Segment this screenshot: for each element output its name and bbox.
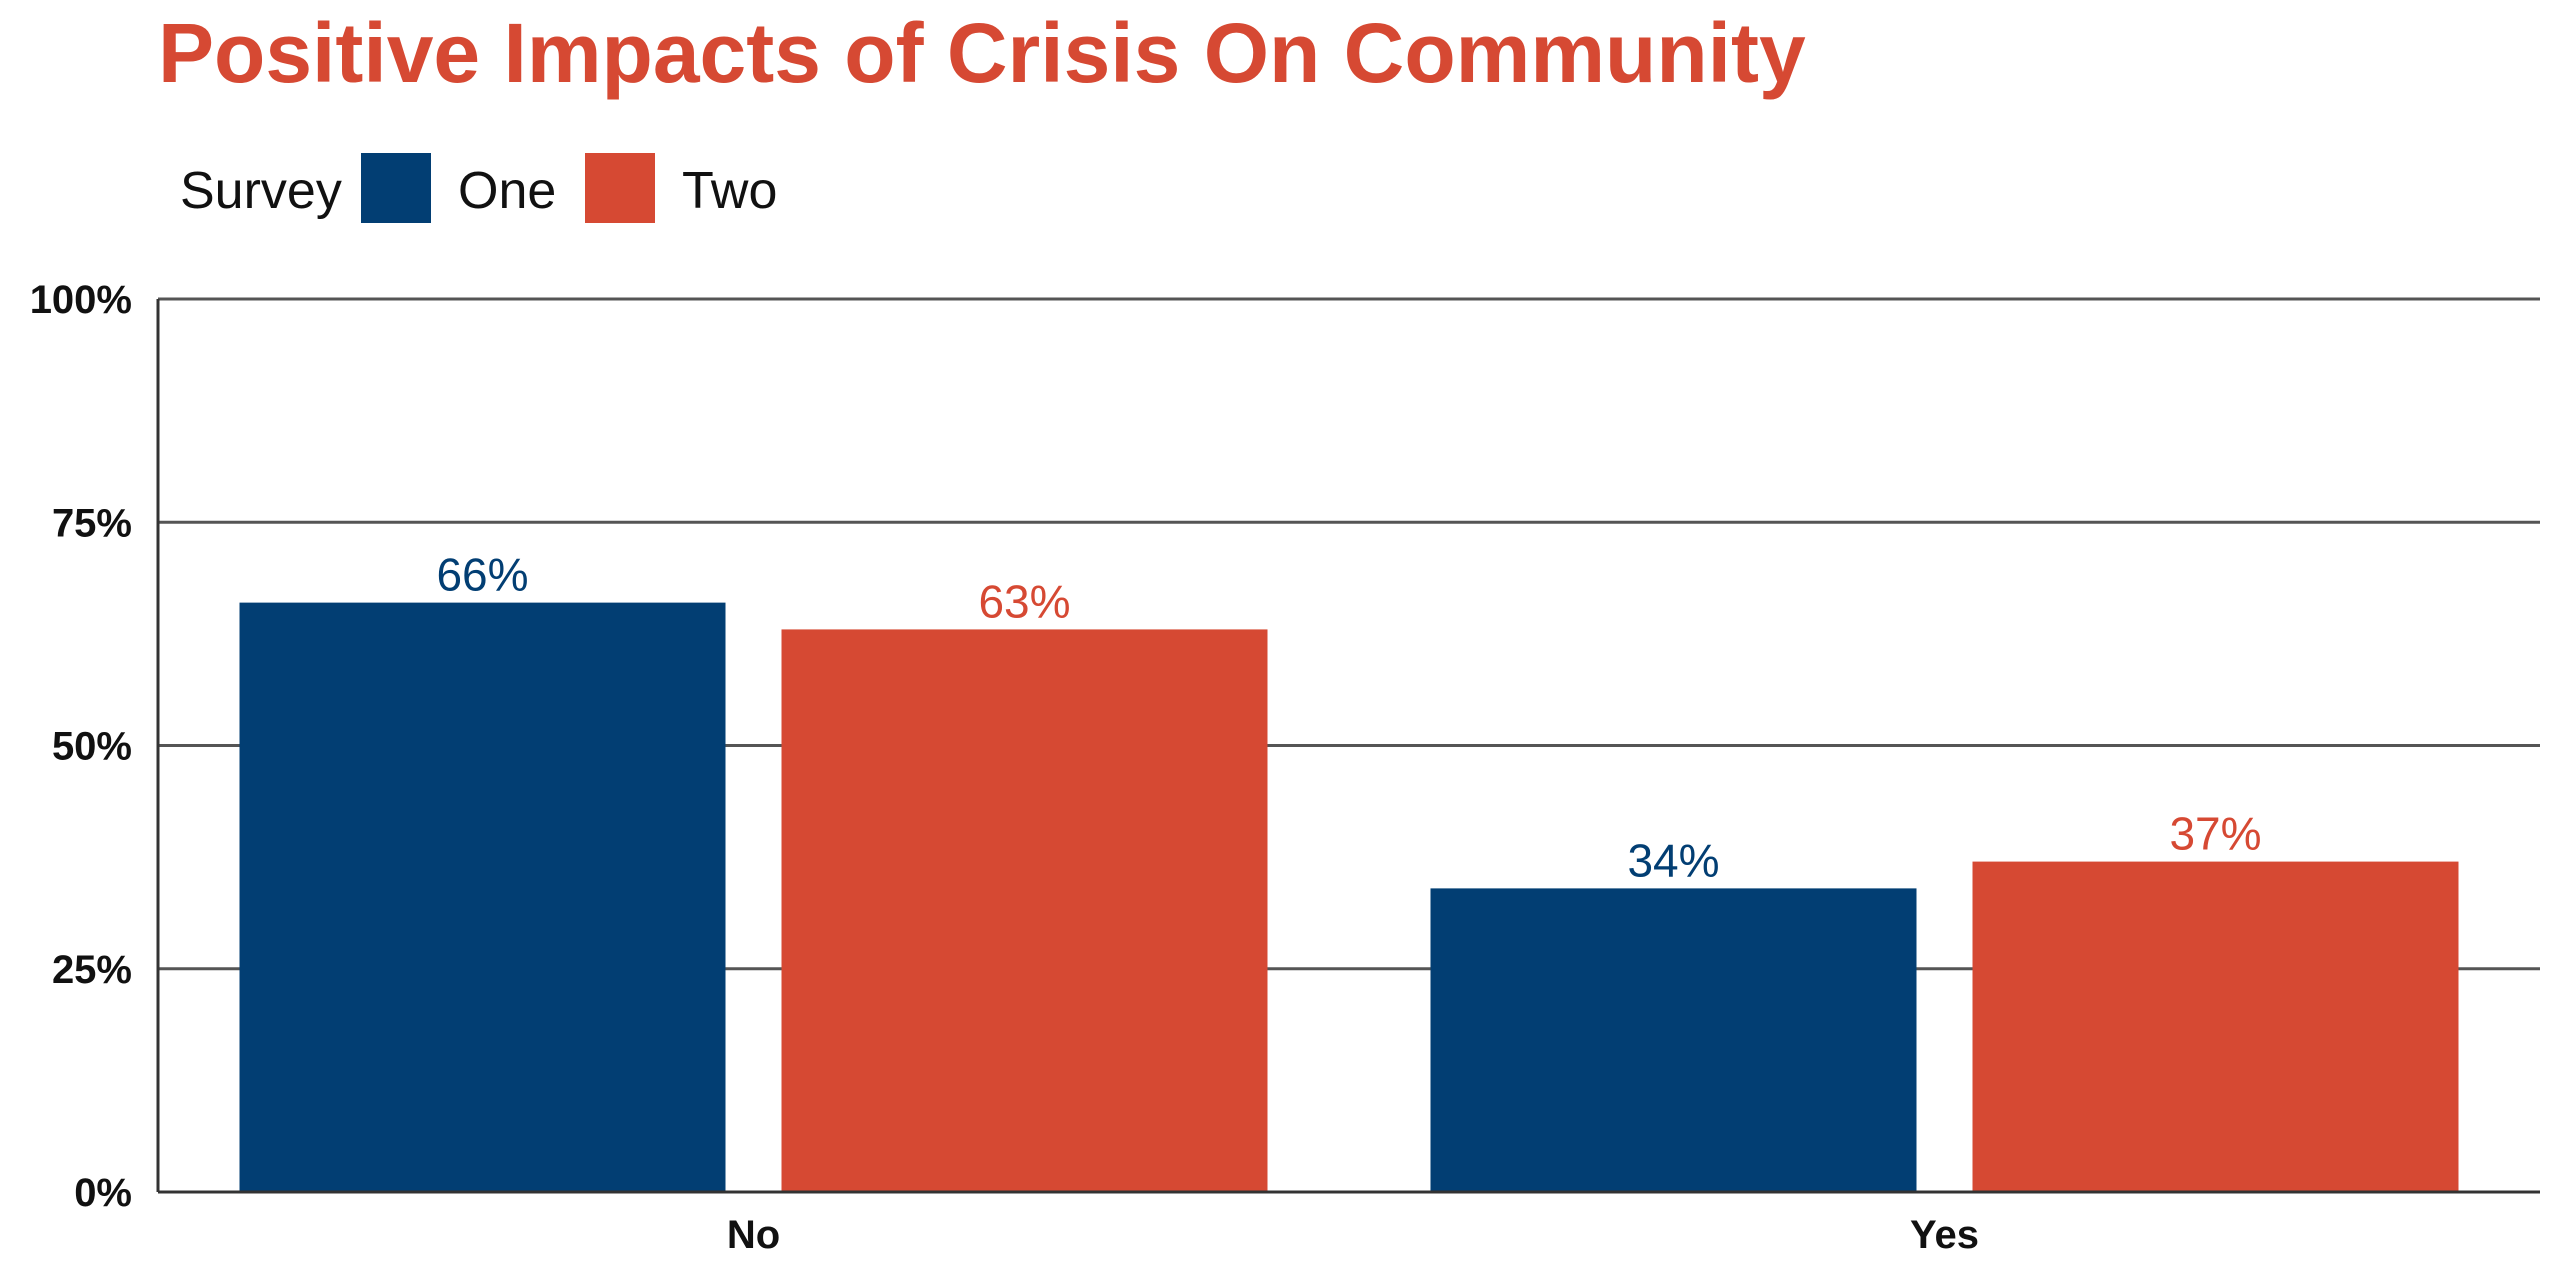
legend-label-one: One: [458, 162, 556, 220]
value-labels: 66% 63% 34% 37%: [436, 549, 2261, 887]
legend-swatch-one: [359, 151, 433, 225]
bar-yes-two: [1972, 861, 2459, 1192]
x-tick-label: No: [727, 1213, 780, 1257]
y-tick-label: 100%: [30, 278, 132, 322]
value-label: 63%: [978, 575, 1070, 627]
axes: 0% 25% 50% 75% 100% No Yes: [30, 278, 2540, 1257]
legend: Survey One Two: [180, 151, 777, 225]
legend-title: Survey: [180, 162, 342, 220]
value-label: 34%: [1627, 834, 1719, 886]
bar-no-one: [239, 602, 726, 1192]
value-label: 66%: [436, 549, 528, 601]
y-tick-label: 0%: [74, 1171, 132, 1215]
y-tick-label: 75%: [52, 501, 132, 545]
x-tick-label: Yes: [1910, 1213, 1979, 1257]
legend-swatch-two: [583, 151, 657, 225]
y-tick-label: 50%: [52, 725, 132, 769]
bars: [239, 602, 2459, 1192]
chart-title: Positive Impacts of Crisis On Community: [158, 6, 1806, 100]
y-tick-label: 25%: [52, 948, 132, 992]
bar-yes-one: [1430, 888, 1917, 1192]
legend-label-two: Two: [682, 162, 777, 220]
value-label: 37%: [2169, 808, 2261, 860]
bar-no-two: [781, 629, 1268, 1192]
